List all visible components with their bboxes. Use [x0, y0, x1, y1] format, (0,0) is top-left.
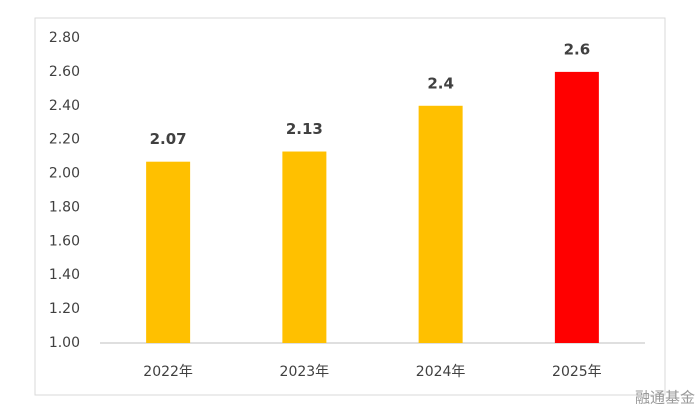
- x-tick-label: 2025年: [552, 364, 602, 380]
- bar: [282, 151, 327, 343]
- y-tick-label: 1.60: [49, 233, 80, 249]
- y-tick-label: 2.00: [49, 166, 80, 182]
- watermark: 融通基金: [635, 389, 695, 407]
- value-label: 2.6: [564, 40, 591, 58]
- y-tick-label: 2.20: [49, 132, 80, 148]
- y-tick-label: 2.60: [49, 64, 80, 80]
- y-tick-label: 1.20: [49, 301, 80, 317]
- value-label: 2.07: [150, 130, 187, 148]
- chart-border: [34, 17, 666, 396]
- bar: [554, 71, 599, 343]
- value-label: 2.13: [286, 120, 323, 138]
- y-tick-label: 1.40: [49, 267, 80, 283]
- x-tick-label: 2024年: [416, 364, 466, 380]
- y-tick-label: 1.80: [49, 199, 80, 215]
- x-tick-label: 2023年: [280, 364, 330, 380]
- y-tick-label: 2.80: [49, 30, 80, 46]
- y-tick-label: 1.00: [49, 335, 80, 351]
- x-tick-label: 2022年: [143, 364, 193, 380]
- bar: [418, 105, 463, 344]
- value-label: 2.4: [427, 74, 454, 92]
- bar: [146, 161, 191, 343]
- y-tick-label: 2.40: [49, 98, 80, 114]
